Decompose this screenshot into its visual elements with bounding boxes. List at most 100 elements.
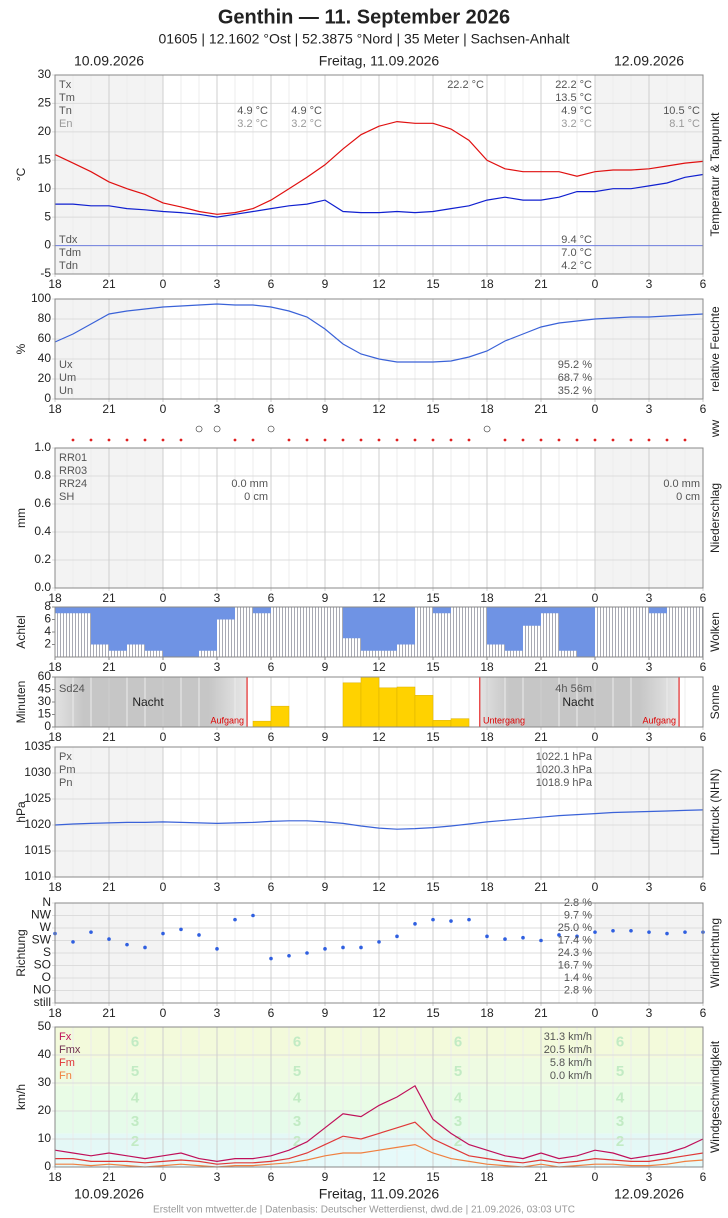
direction-dot xyxy=(413,922,417,926)
x-tick-label: 3 xyxy=(214,880,221,894)
y-axis-label: mm xyxy=(14,508,28,528)
date-label: 10.09.2026 xyxy=(74,1186,144,1202)
x-tick-label: 0 xyxy=(160,1170,167,1184)
ww-dot xyxy=(323,438,327,442)
cloud-bar xyxy=(343,607,361,639)
stat-value: 68.7 % xyxy=(558,372,592,384)
sun-label: Sd24 xyxy=(59,683,85,695)
y-tick-label: N xyxy=(42,895,51,909)
direction-dot xyxy=(593,930,597,934)
direction-dot xyxy=(161,931,165,936)
beaufort-label: 5 xyxy=(293,1063,301,1080)
direction-dot xyxy=(287,953,291,958)
beaufort-label: 6 xyxy=(131,1033,139,1050)
x-tick-label: 3 xyxy=(646,660,653,674)
panel-frame xyxy=(54,1026,704,1168)
side-label: Windgeschwindigkeit xyxy=(708,1040,722,1153)
stat-label: RR03 xyxy=(59,465,87,477)
direction-dot xyxy=(269,956,273,961)
subtitle: 01605 | 12.1602 °Ost | 52.3875 °Nord | 3… xyxy=(159,31,570,47)
stat-label: Tn xyxy=(59,105,72,117)
x-tick-label: 0 xyxy=(592,1006,599,1020)
stat-value: 0 cm xyxy=(244,491,268,503)
sunset-label: Untergang xyxy=(483,715,525,725)
x-tick-label: 3 xyxy=(646,402,653,416)
ww-symbol: ○ xyxy=(212,420,221,437)
y-tick-label: 15 xyxy=(38,152,52,166)
series-line xyxy=(55,1143,704,1168)
x-tick-label: 9 xyxy=(322,402,329,416)
night-label: Nacht xyxy=(132,695,164,709)
y-tick-label: 20 xyxy=(38,124,52,138)
beaufort-label: 4 xyxy=(293,1089,302,1106)
stat-label: Ux xyxy=(59,359,73,371)
series-line xyxy=(54,120,704,215)
stat-value: 22.2 °C xyxy=(555,79,592,91)
y-tick-label: 1035 xyxy=(24,739,51,753)
y-tick-label: 1030 xyxy=(24,765,51,779)
x-tick-label: 15 xyxy=(426,277,440,291)
x-tick-label: 6 xyxy=(700,660,707,674)
ww-dot xyxy=(557,438,561,442)
y-tick-label: 50 xyxy=(38,1019,52,1033)
sun-bar xyxy=(414,695,434,728)
ww-dot xyxy=(233,438,237,442)
stat-value: 9.4 °C xyxy=(561,234,592,246)
x-tick-label: 15 xyxy=(426,1170,440,1184)
x-tick-label: 21 xyxy=(102,402,116,416)
cloud-bar xyxy=(181,607,199,657)
direction-dot xyxy=(683,930,687,934)
series-line xyxy=(55,173,704,218)
beaufort-label: 5 xyxy=(454,1063,462,1080)
cloud-bar xyxy=(73,607,91,614)
y-tick-label: 0.8 xyxy=(34,468,51,482)
direction-dot xyxy=(449,919,453,923)
direction-dot xyxy=(215,947,219,951)
beaufort-label: 5 xyxy=(131,1063,139,1080)
x-tick-label: 0 xyxy=(592,1170,599,1184)
stat-value: 31.3 km/h xyxy=(544,1031,592,1043)
direction-dot xyxy=(233,917,237,922)
cloud-bar xyxy=(127,607,145,645)
stat-value: 8.1 °C xyxy=(669,118,700,130)
x-tick-label: 3 xyxy=(646,1006,653,1020)
y-tick-label: S xyxy=(43,945,51,959)
cloud-bar xyxy=(487,607,505,645)
y-axis-label: Minuten xyxy=(14,681,28,724)
ww-dot xyxy=(71,438,75,442)
x-tick-label: 0 xyxy=(592,730,599,744)
x-tick-label: 21 xyxy=(534,277,548,291)
beaufort-label: 2 xyxy=(454,1133,462,1150)
ww-dot xyxy=(161,438,165,442)
x-tick-label: 3 xyxy=(646,1170,653,1184)
x-tick-label: 3 xyxy=(214,730,221,744)
sun-bar xyxy=(432,720,452,728)
frequency-label: 25.0 % xyxy=(558,922,592,934)
x-tick-label: 6 xyxy=(700,880,707,894)
beaufort-label: 4 xyxy=(454,1089,463,1106)
ww-dot xyxy=(575,438,579,442)
stat-label: Tm xyxy=(59,92,75,104)
stat-value: 0.0 mm xyxy=(231,478,268,490)
beaufort-label: 3 xyxy=(131,1113,139,1130)
y-tick-label: 0.2 xyxy=(34,552,51,566)
x-tick-label: 12 xyxy=(372,1170,386,1184)
cloud-bar xyxy=(541,607,559,614)
x-tick-label: 18 xyxy=(48,591,62,605)
side-label: Wolken xyxy=(708,612,722,652)
ww-dot xyxy=(287,438,291,442)
stat-value: 1018.9 hPa xyxy=(536,777,593,789)
x-tick-label: 18 xyxy=(48,880,62,894)
cloud-bar xyxy=(397,607,415,645)
y-tick-label: 0 xyxy=(44,1159,51,1173)
x-tick-label: 9 xyxy=(322,277,329,291)
date-label: Freitag, 11.09.2026 xyxy=(319,53,440,69)
stat-value: 20.5 km/h xyxy=(544,1044,592,1056)
x-tick-label: 18 xyxy=(480,880,494,894)
beaufort-label: 5 xyxy=(616,1063,624,1080)
ww-dot xyxy=(683,438,687,442)
stat-label: Px xyxy=(59,751,72,763)
direction-dot xyxy=(359,945,363,950)
sun-bar xyxy=(378,687,398,728)
x-tick-label: 18 xyxy=(480,1006,494,1020)
